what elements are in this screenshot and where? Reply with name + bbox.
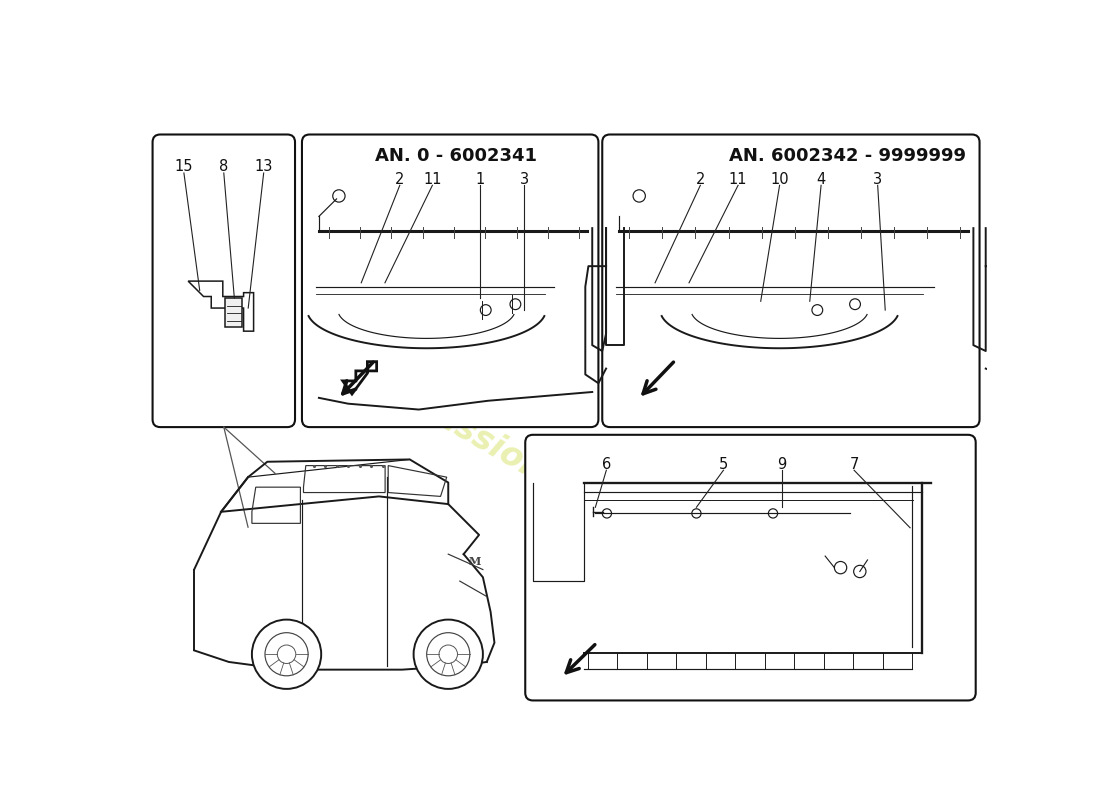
Circle shape xyxy=(414,619,483,689)
Text: 10: 10 xyxy=(770,172,789,186)
FancyBboxPatch shape xyxy=(603,134,980,427)
Text: 6: 6 xyxy=(602,457,610,471)
Text: M: M xyxy=(469,556,482,567)
Text: 4: 4 xyxy=(816,172,826,186)
Circle shape xyxy=(252,619,321,689)
Text: 1: 1 xyxy=(475,172,484,186)
Text: AN. 0 - 6002341: AN. 0 - 6002341 xyxy=(375,147,537,165)
Text: 11: 11 xyxy=(729,172,747,186)
FancyBboxPatch shape xyxy=(226,298,242,327)
Text: a passion for parts since 1985: a passion for parts since 1985 xyxy=(378,371,888,683)
FancyBboxPatch shape xyxy=(153,134,295,427)
Polygon shape xyxy=(343,362,376,394)
FancyBboxPatch shape xyxy=(526,435,976,701)
Text: 3: 3 xyxy=(873,172,882,186)
Text: 9: 9 xyxy=(778,457,786,471)
Text: 2: 2 xyxy=(395,172,405,186)
Text: 3: 3 xyxy=(519,172,529,186)
Text: 11: 11 xyxy=(424,172,441,186)
Text: 7: 7 xyxy=(849,457,859,471)
Text: AN. 6002342 - 9999999: AN. 6002342 - 9999999 xyxy=(729,147,966,165)
Text: 2: 2 xyxy=(695,172,705,186)
FancyBboxPatch shape xyxy=(301,134,598,427)
Text: 15: 15 xyxy=(175,159,194,174)
Text: 13: 13 xyxy=(254,159,273,174)
Text: 8: 8 xyxy=(219,159,229,174)
Text: 5: 5 xyxy=(718,457,728,471)
